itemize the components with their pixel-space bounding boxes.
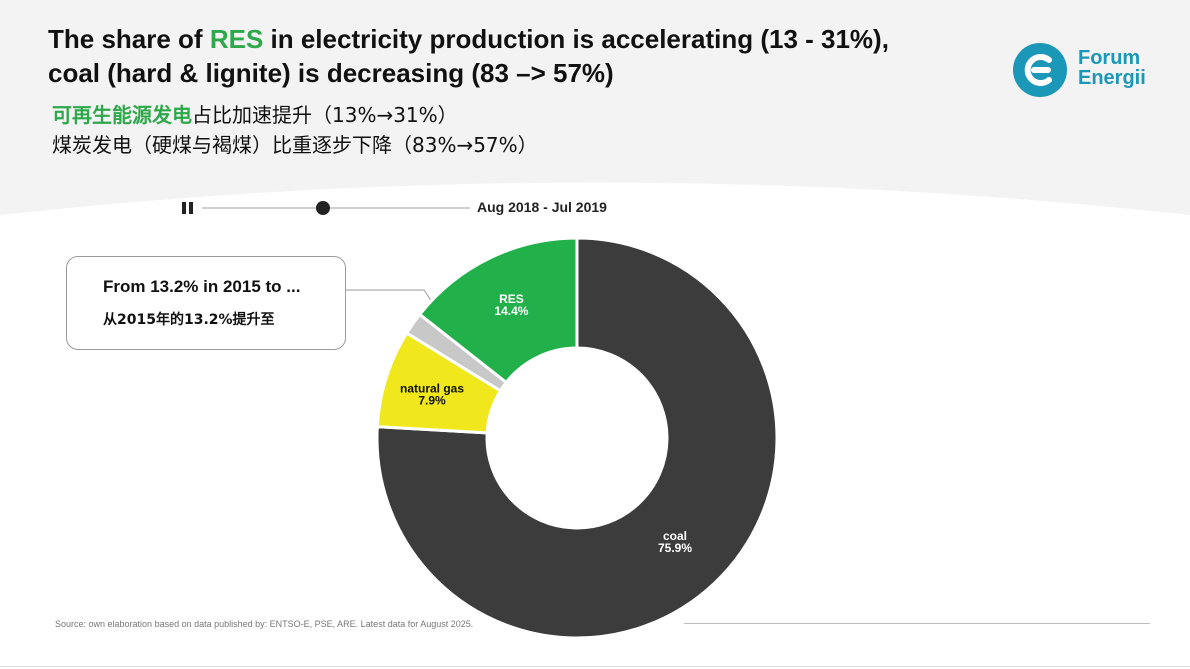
slice-coal[interactable] <box>375 236 779 640</box>
slice-label-RES: RES <box>499 292 524 306</box>
page-title: The share of RES in electricity producti… <box>48 22 948 90</box>
slice-label-natural-gas: natural gas <box>400 381 464 395</box>
logo-line1: Forum <box>1078 47 1141 69</box>
divider-line <box>684 623 1150 624</box>
title-accent-res: RES <box>209 24 264 54</box>
slice-value-coal: 75.9% <box>658 541 692 555</box>
callout-text-cn: 从2015年的13.2%提升至 <box>103 312 275 328</box>
chart-callout: From 13.2% in 2015 to ... 从2015年的13.2%提升… <box>66 256 346 350</box>
title-line2: coal (hard & lignite) is decreasing (83 … <box>48 58 614 88</box>
slice-RES[interactable] <box>417 236 579 385</box>
subtitle-accent: 可再生能源发电 <box>52 103 192 127</box>
pause-icon[interactable] <box>182 202 194 214</box>
forum-energii-logo: Forum Energii <box>1012 42 1162 98</box>
title-line1-post: in electricity production is acceleratin… <box>263 24 889 54</box>
source-note: Source: own elaboration based on data pu… <box>55 619 474 629</box>
slice-value-natural-gas: 7.9% <box>418 393 446 407</box>
title-line1-pre: The share of <box>48 24 210 54</box>
subtitle-line2: 煤炭发电（硬煤与褐煤）比重逐步下降（83%→57%） <box>52 133 538 157</box>
header-curve <box>0 182 1190 240</box>
timeline-track[interactable] <box>202 207 470 209</box>
timeline-thumb[interactable] <box>315 201 330 215</box>
page-subtitle: 可再生能源发电占比加速提升（13%→31%） 煤炭发电（硬煤与褐煤）比重逐步下降… <box>52 100 852 160</box>
logo-line2: Energii <box>1078 67 1146 89</box>
bottom-divider <box>0 666 1190 667</box>
forum-energii-logo-icon <box>1013 43 1067 97</box>
timeline-period-label: Aug 2018 - Jul 2019 <box>477 199 607 215</box>
callout-text-en: From 13.2% in 2015 to ... <box>103 277 301 296</box>
logo-wordmark: Forum Energii <box>1078 48 1146 88</box>
timeline-player: Aug 2018 - Jul 2019 <box>180 196 640 220</box>
slice-label-coal: coal <box>663 529 687 543</box>
slice-value-RES: 14.4% <box>494 304 528 318</box>
subtitle-line1-rest: 占比加速提升（13%→31%） <box>192 103 458 127</box>
